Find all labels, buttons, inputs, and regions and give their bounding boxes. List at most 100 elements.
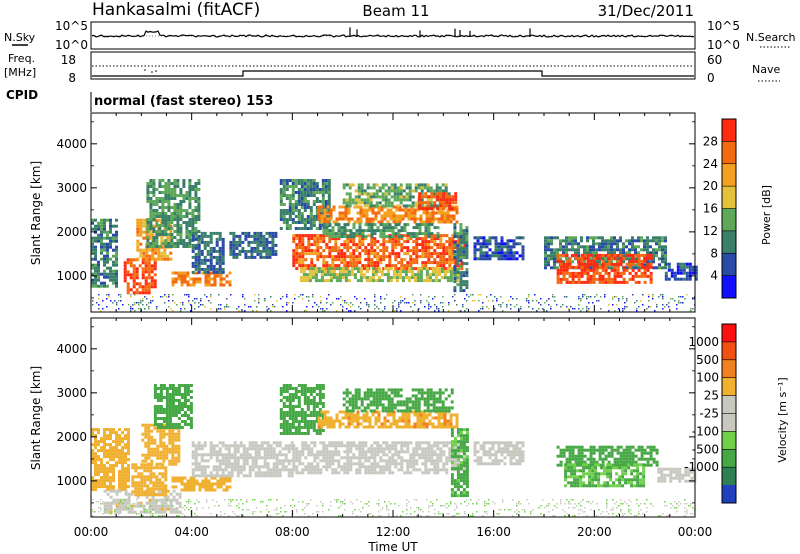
noise-cell — [200, 304, 202, 306]
data-cell — [292, 240, 296, 244]
data-cell — [200, 267, 204, 271]
data-cell — [412, 249, 416, 253]
noise-cell — [304, 310, 306, 312]
data-cell — [150, 459, 154, 463]
data-cell — [598, 280, 602, 284]
data-cell — [649, 245, 652, 249]
data-cell — [306, 203, 310, 206]
data-cell — [165, 414, 169, 417]
noise-cell — [516, 304, 518, 306]
data-cell — [301, 243, 305, 247]
data-cell — [465, 268, 469, 272]
data-cell — [415, 240, 419, 244]
data-cell — [418, 243, 422, 247]
data-cell — [130, 507, 134, 511]
data-cell — [306, 188, 310, 191]
noise-cell — [264, 298, 266, 300]
data-cell — [423, 186, 427, 190]
data-cell — [332, 208, 336, 212]
data-cell — [418, 255, 422, 259]
data-cell — [197, 453, 201, 457]
data-cell — [694, 277, 698, 281]
data-cell — [488, 248, 492, 252]
data-cell — [337, 235, 341, 239]
data-cell — [358, 255, 362, 259]
data-cell — [640, 274, 644, 278]
noise-cell — [440, 302, 442, 304]
data-cell — [383, 217, 387, 221]
data-cell — [132, 270, 136, 274]
data-cell — [306, 182, 310, 185]
data-cell — [595, 271, 599, 275]
data-cell — [451, 207, 455, 211]
noise-cell — [218, 304, 220, 306]
data-cell — [394, 264, 398, 268]
data-cell — [616, 242, 619, 246]
data-cell — [169, 251, 173, 255]
data-cell — [118, 504, 122, 508]
data-cell — [219, 283, 223, 287]
data-cell — [357, 195, 361, 199]
data-cell — [371, 267, 375, 271]
data-cell — [144, 291, 148, 295]
data-cell — [174, 450, 178, 454]
data-cell — [294, 215, 298, 218]
data-cell — [369, 198, 373, 202]
noise-cell — [636, 308, 638, 310]
noise-cell — [322, 308, 324, 310]
data-cell — [175, 507, 179, 511]
data-cell — [482, 251, 486, 255]
data-cell — [512, 239, 516, 243]
data-cell — [156, 456, 160, 460]
data-cell — [381, 195, 385, 199]
noise-cell — [400, 310, 402, 312]
data-cell — [148, 498, 152, 502]
data-cell — [162, 450, 166, 454]
data-cell — [266, 444, 270, 448]
noise-cell — [360, 308, 362, 310]
data-cell — [100, 230, 103, 234]
data-cell — [479, 248, 483, 252]
data-cell — [115, 446, 118, 450]
colorbar-tick-label: 16 — [703, 202, 718, 216]
data-cell — [370, 232, 374, 236]
data-cell — [568, 248, 571, 252]
data-cell — [440, 267, 444, 271]
data-cell — [344, 217, 348, 221]
data-cell — [282, 212, 286, 215]
data-cell — [253, 240, 257, 244]
noise-cell — [376, 306, 378, 308]
data-cell — [454, 201, 458, 205]
data-cell — [601, 253, 605, 257]
noise-cell — [368, 306, 370, 308]
data-cell — [355, 264, 359, 268]
data-cell — [159, 393, 163, 396]
data-cell — [153, 390, 157, 393]
data-cell — [589, 274, 593, 278]
noise-cell — [150, 300, 152, 302]
data-cell — [497, 254, 501, 258]
data-cell — [291, 203, 295, 206]
data-cell — [172, 507, 176, 511]
data-cell — [94, 473, 97, 477]
data-cell — [448, 204, 452, 208]
data-cell — [335, 279, 339, 283]
data-cell — [682, 265, 686, 269]
data-cell — [328, 232, 332, 236]
noise-cell — [578, 298, 580, 300]
data-cell — [368, 220, 372, 224]
data-cell — [91, 245, 94, 249]
data-cell — [121, 488, 124, 492]
noise-cell — [114, 300, 116, 302]
data-cell — [337, 264, 341, 268]
data-cell — [515, 257, 519, 261]
data-cell — [166, 254, 170, 258]
data-cell — [303, 224, 307, 227]
noise-cell — [252, 310, 254, 312]
data-cell — [364, 223, 368, 227]
freq-label-line2: [MHz] — [4, 66, 36, 79]
data-cell — [109, 257, 112, 261]
data-cell — [282, 420, 286, 423]
data-cell — [227, 474, 231, 478]
data-cell — [331, 255, 335, 259]
